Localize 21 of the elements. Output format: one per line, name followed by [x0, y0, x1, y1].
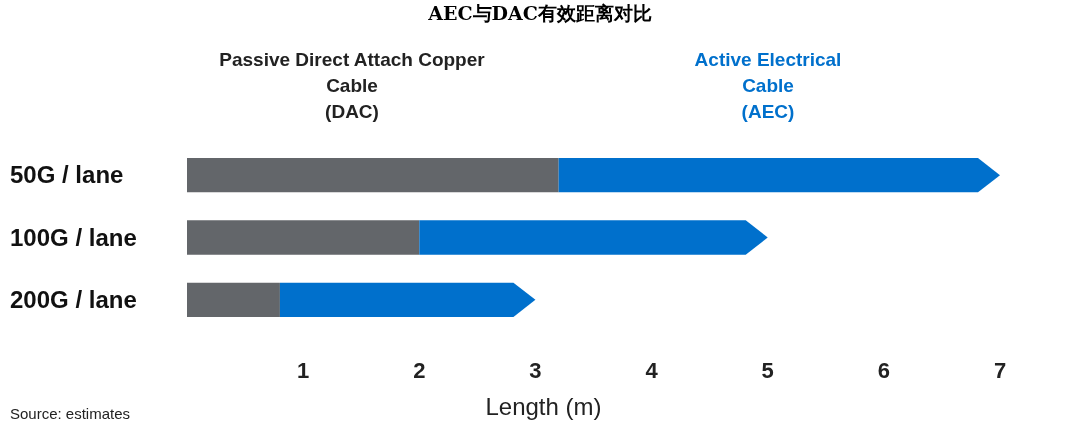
- bar: [558, 158, 1000, 193]
- x-tick-label: 2: [413, 358, 426, 383]
- source-note: Source: estimates: [10, 405, 131, 422]
- bar: [187, 220, 420, 255]
- x-axis-title: Length (m): [485, 393, 602, 420]
- bar: [279, 282, 536, 317]
- x-tick-label: 5: [761, 358, 774, 383]
- chart-title: AEC与DAC有效距离对比: [427, 2, 652, 24]
- y-tick-label: 50G / lane: [10, 161, 124, 189]
- x-tick-label: 4: [645, 358, 659, 383]
- bar: [419, 220, 768, 255]
- x-tick-label: 3: [529, 358, 542, 383]
- series-label: Passive Direct Attach Copper Cable (DAC): [219, 49, 486, 122]
- y-tick-label: 200G / lane: [10, 285, 137, 313]
- bar: [187, 282, 280, 317]
- bar: [187, 158, 559, 193]
- x-tick-label: 6: [877, 358, 890, 383]
- x-tick-label: 1: [297, 358, 310, 383]
- x-tick-label: 7: [993, 358, 1007, 383]
- y-tick-label: 100G / lane: [10, 223, 137, 251]
- series-label: Active Electrical Cable (AEC): [694, 49, 842, 122]
